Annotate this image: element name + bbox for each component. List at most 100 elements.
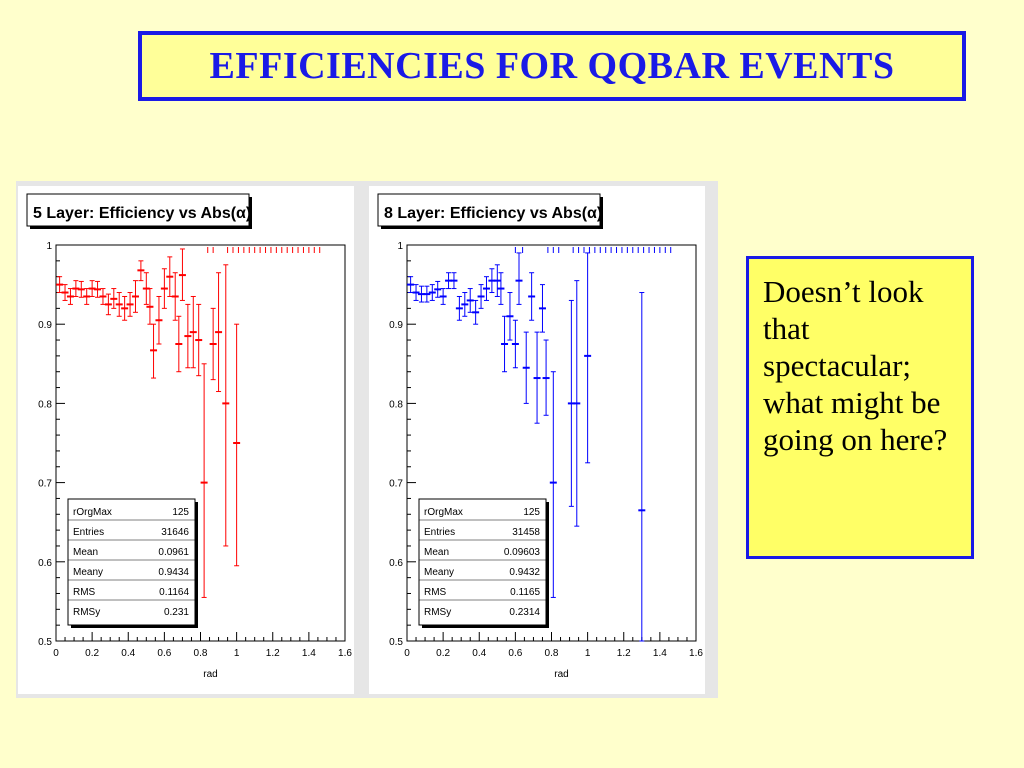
stats-value: 0.1165 (510, 587, 540, 598)
data-point (407, 276, 415, 294)
data-point (423, 285, 431, 303)
y-tick-label: 0.9 (38, 320, 52, 331)
data-point (493, 264, 501, 297)
data-point (522, 331, 530, 404)
chart-panel-8-layer: 8 Layer: Efficiency vs Abs(α) 0.5 0.6 0.7 0.… (369, 186, 705, 694)
data-point (461, 292, 469, 317)
stats-label: RMSy (73, 607, 100, 618)
x-tick-label: 1.6 (689, 648, 703, 659)
data-point (209, 307, 217, 381)
data-point (428, 284, 436, 301)
data-point (497, 272, 505, 305)
x-tick-label: 1.4 (302, 648, 316, 659)
stats-value: 0.9434 (158, 567, 189, 578)
y-tick-label: 0.5 (38, 637, 52, 648)
stats-value: 31646 (161, 527, 189, 538)
data-point (515, 252, 523, 305)
stats-value: 0.1164 (159, 587, 189, 598)
chart-panel-5-layer: 5 Layer: Efficiency vs Abs(α) 0.5 0.6 0.7 0.… (18, 186, 354, 694)
x-tick-label: 0.4 (472, 648, 486, 659)
stats-box-shadow (546, 502, 549, 628)
data-point (150, 323, 158, 379)
data-point (61, 284, 69, 301)
data-point (155, 295, 163, 345)
x-tick-label: 1.4 (653, 648, 667, 659)
stats-label: rOrgMax (73, 507, 112, 518)
slide-title-box: EFFICIENCIES FOR QQBAR EVENTS (138, 31, 966, 101)
data-point (573, 280, 581, 527)
data-point (466, 288, 474, 313)
y-tick-label: 0.6 (38, 558, 52, 569)
y-tick-label: 0.5 (389, 637, 403, 648)
data-point (455, 295, 463, 321)
stats-value: 125 (172, 507, 189, 518)
stats-box-shadow (195, 502, 198, 628)
x-tick-label: 0.8 (545, 648, 559, 659)
y-tick-label: 0.8 (38, 399, 52, 410)
data-point (434, 280, 442, 298)
chart-svg: 8 Layer: Efficiency vs Abs(α) 0.5 0.6 0.7 0.… (369, 186, 705, 694)
x-tick-label: 0.8 (194, 648, 208, 659)
stats-box-shadow (422, 625, 549, 628)
chart-svg: 5 Layer: Efficiency vs Abs(α) 0.5 0.6 0.7 0.… (18, 186, 354, 694)
data-point (528, 272, 536, 321)
x-tick-label: 1.6 (338, 648, 352, 659)
data-point (215, 272, 223, 393)
x-tick-label: 1.2 (617, 648, 631, 659)
stats-box-shadow (71, 625, 198, 628)
stats-label: RMS (424, 587, 447, 598)
data-point (137, 260, 145, 282)
data-point (110, 288, 118, 309)
chart-title-shadow (30, 226, 252, 229)
data-point (477, 284, 485, 309)
stats-value: 0.09603 (504, 547, 541, 558)
chart-title: 5 Layer: Efficiency vs Abs(α) (33, 205, 251, 222)
data-point (501, 315, 509, 373)
data-point (184, 303, 192, 369)
stats-label: Entries (73, 527, 104, 538)
data-point (189, 295, 197, 369)
data-point (115, 292, 123, 317)
x-tick-label: 1 (585, 648, 591, 659)
data-point (178, 248, 186, 301)
stats-label: Entries (424, 527, 455, 538)
data-point (104, 293, 112, 316)
x-tick-label: 0.2 (85, 648, 99, 659)
data-point (56, 276, 64, 294)
y-tick-label: 0.6 (389, 558, 403, 569)
chart-title-shadow (600, 197, 603, 229)
x-tick-label: 1 (234, 648, 240, 659)
data-point (131, 280, 139, 313)
stats-label: Mean (73, 547, 98, 558)
stats-value: 0.0961 (158, 547, 189, 558)
data-point (222, 264, 230, 547)
x-tick-label: 0.6 (508, 648, 522, 659)
data-point (450, 272, 458, 290)
data-point (166, 256, 174, 297)
x-axis-label: rad (203, 669, 217, 680)
data-point (66, 288, 74, 305)
x-tick-label: 0.6 (157, 648, 171, 659)
data-point (538, 284, 546, 333)
data-point (195, 303, 203, 377)
note-text: Doesn’t look that spectacular; what migh… (763, 274, 948, 457)
y-tick-label: 0.7 (38, 479, 52, 490)
chart-title-shadow (249, 197, 252, 229)
stats-label: Mean (424, 547, 449, 558)
data-point (482, 276, 490, 301)
data-point (233, 323, 241, 567)
stats-label: Meany (73, 567, 103, 578)
stats-value: 125 (523, 507, 540, 518)
data-point (126, 292, 134, 317)
slide-title: EFFICIENCIES FOR QQBAR EVENTS (209, 45, 895, 87)
x-tick-label: 1.2 (266, 648, 280, 659)
data-point (584, 252, 592, 464)
stats-value: 31458 (512, 527, 540, 538)
x-tick-label: 0.4 (121, 648, 135, 659)
note-box: Doesn’t look that spectacular; what migh… (746, 256, 974, 559)
data-point (200, 363, 208, 598)
x-axis-label: rad (554, 669, 568, 680)
chart-title: 8 Layer: Efficiency vs Abs(α) (384, 205, 602, 222)
y-tick-label: 0.7 (389, 479, 403, 490)
stats-label: RMSy (424, 607, 451, 618)
